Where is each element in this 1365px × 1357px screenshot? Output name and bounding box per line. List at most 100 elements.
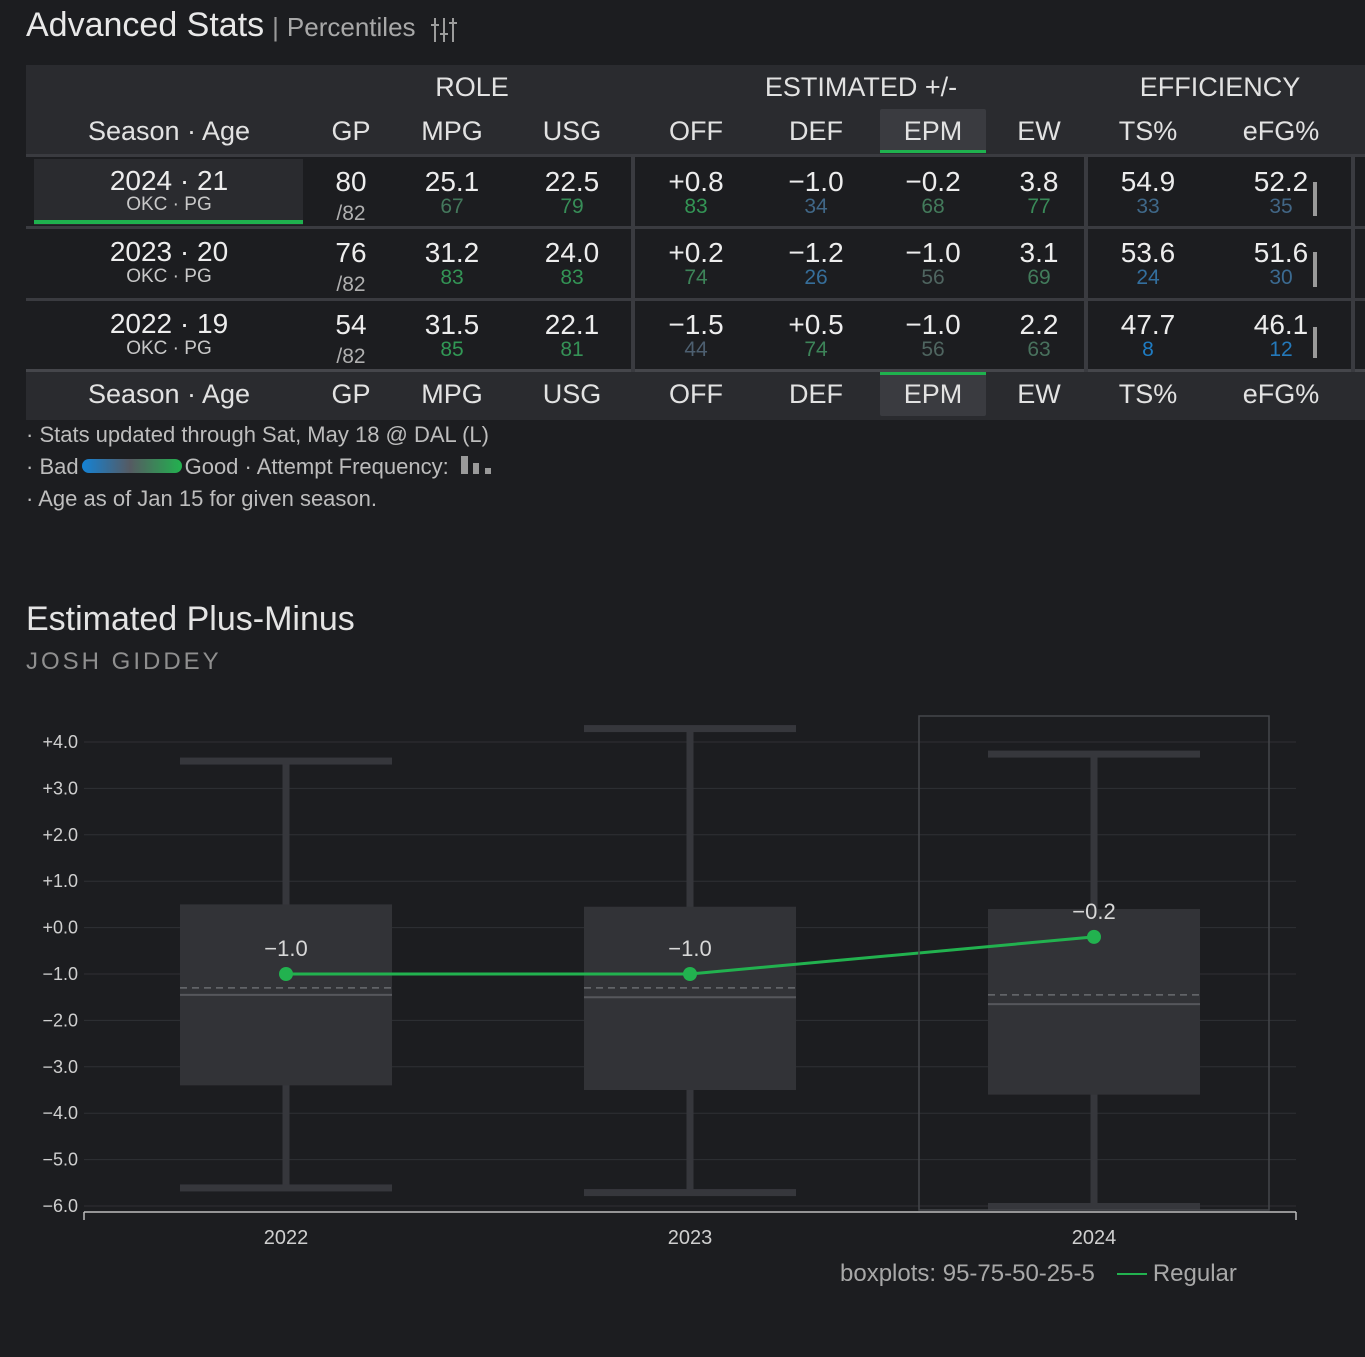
- mpg-value: 25.1: [424, 166, 480, 197]
- off-percentile: 83: [684, 195, 708, 218]
- epm-value: −1.0: [905, 309, 961, 340]
- column-header-off[interactable]: OFF: [669, 116, 723, 146]
- y-tick-label: −1.0: [42, 964, 78, 984]
- footer-divider: [26, 369, 1365, 372]
- boxplot-cap-p95: [180, 757, 392, 765]
- footer-header-def[interactable]: DEF: [789, 379, 843, 409]
- boxplot-cap-p95: [584, 725, 796, 733]
- epm-chart: −1.0 −1.0 −0.2 +4.0 +3.0 +2.0 +1.0 +0.0 −1.0 −2.…: [42, 715, 1297, 1249]
- column-header-season[interactable]: Season · Age: [87, 116, 251, 146]
- y-tick-label: −5.0: [42, 1150, 78, 1170]
- y-tick-label: −6.0: [42, 1196, 78, 1216]
- def-percentile: 26: [804, 266, 828, 289]
- mpg-percentile: 83: [440, 266, 464, 289]
- column-header-mpg[interactable]: MPG: [421, 116, 483, 146]
- legend-series-regular[interactable]: Regular: [1152, 1260, 1237, 1287]
- column-header-ew[interactable]: EW: [1017, 116, 1061, 146]
- x-tick-label: 2022: [264, 1227, 309, 1249]
- usg-value: 22.5: [544, 166, 600, 197]
- footer-header-efg[interactable]: eFG%: [1242, 379, 1320, 409]
- off-value: −1.5: [668, 309, 724, 340]
- efg-percentile: 30: [1269, 266, 1293, 289]
- chart-title: Estimated Plus-Minus: [26, 600, 355, 638]
- footer-header-ts[interactable]: TS%: [1118, 379, 1178, 409]
- team-position: OKC · PG: [126, 338, 212, 359]
- y-tick-label: −4.0: [42, 1103, 78, 1123]
- boxplot-box: [584, 906, 796, 1090]
- group-separator: [1351, 154, 1355, 372]
- off-value: +0.2: [668, 237, 724, 268]
- efg-value: 51.6: [1253, 237, 1309, 268]
- legend-boxplots: boxplots: 95-75-50-25-5: [840, 1260, 1095, 1287]
- off-percentile: 44: [684, 338, 708, 361]
- usg-value: 24.0: [544, 237, 600, 268]
- column-header-epm[interactable]: EPM: [880, 109, 986, 153]
- mpg-value: 31.2: [424, 237, 480, 268]
- data-point[interactable]: [279, 967, 293, 981]
- y-tick-label: −2.0: [42, 1010, 78, 1030]
- column-header-usg[interactable]: USG: [542, 116, 602, 146]
- footer-header-off[interactable]: OFF: [669, 379, 723, 409]
- table-row-2023[interactable]: [26, 229, 1365, 300]
- column-header-efg[interactable]: eFG%: [1242, 116, 1320, 146]
- footer-header-gp[interactable]: GP: [331, 379, 371, 409]
- ew-percentile: 69: [1027, 266, 1051, 289]
- column-header-epm-label: EPM: [903, 116, 963, 146]
- footer-header-usg[interactable]: USG: [542, 379, 602, 409]
- gp-total: /82: [336, 345, 366, 368]
- epm-percentile: 68: [921, 195, 945, 218]
- gp-value: 54: [335, 309, 367, 340]
- def-percentile: 34: [804, 195, 828, 218]
- mpg-percentile: 67: [440, 195, 464, 218]
- efg-percentile: 12: [1269, 338, 1293, 361]
- attempt-frequency-bar: [1313, 182, 1317, 216]
- ts-value: 47.7: [1120, 309, 1176, 340]
- note-age: · Age as of Jan 15 for given season.: [26, 486, 378, 511]
- def-percentile: 74: [804, 338, 828, 361]
- row-divider: [26, 298, 1365, 301]
- gp-value: 76: [335, 237, 367, 268]
- footer-header-season[interactable]: Season · Age: [87, 379, 251, 409]
- table-row-2022[interactable]: [26, 301, 1365, 372]
- usg-percentile: 79: [560, 195, 584, 218]
- ew-value: 3.8: [1019, 166, 1059, 197]
- bad-label: · Bad: [26, 454, 79, 479]
- data-point[interactable]: [1087, 929, 1101, 944]
- percentiles-toggle[interactable]: Percentiles: [286, 12, 416, 42]
- data-label: −1.0: [668, 936, 711, 961]
- ts-percentile: 8: [1142, 338, 1154, 361]
- off-percentile: 74: [684, 266, 708, 289]
- sliders-icon[interactable]: [430, 16, 458, 44]
- attempt-frequency-icon: [460, 456, 491, 475]
- boxplot-cap-p5: [584, 1189, 796, 1197]
- column-header-ts[interactable]: TS%: [1118, 116, 1178, 146]
- ew-value: 2.2: [1019, 309, 1059, 340]
- y-tick-label: +2.0: [42, 825, 78, 845]
- ts-percentile: 33: [1136, 195, 1160, 218]
- ts-percentile: 24: [1136, 266, 1160, 289]
- gp-value: 80: [335, 166, 367, 197]
- def-value: −1.0: [788, 166, 844, 197]
- boxplot-cap-p5: [988, 1203, 1200, 1210]
- boxplot-cap-p95: [988, 750, 1200, 758]
- boxplot-2024[interactable]: [988, 750, 1200, 1210]
- season-age: 2023 · 20: [109, 236, 229, 267]
- usg-value: 22.1: [544, 309, 600, 340]
- column-header-gp[interactable]: GP: [331, 116, 371, 146]
- epm-percentile: 56: [921, 266, 945, 289]
- data-point[interactable]: [683, 967, 697, 981]
- boxplot-2023[interactable]: [584, 725, 796, 1197]
- footer-header-mpg[interactable]: MPG: [421, 379, 483, 409]
- ts-value: 53.6: [1120, 237, 1176, 268]
- good-label: Good · Attempt Frequency:: [184, 454, 449, 479]
- group-header-estimated: ESTIMATED +/-: [764, 72, 958, 102]
- advanced-stats-table: ROLE ESTIMATED +/- EFFICIENCY Season · A…: [26, 65, 1365, 420]
- header-divider: [26, 154, 1365, 157]
- footer-header-ew[interactable]: EW: [1017, 379, 1061, 409]
- column-header-def[interactable]: DEF: [789, 116, 843, 146]
- ts-value: 54.9: [1120, 166, 1176, 197]
- footer-header-epm[interactable]: EPM: [880, 372, 986, 416]
- footer-header-epm-label: EPM: [903, 379, 963, 409]
- epm-value: −1.0: [905, 237, 961, 268]
- ew-percentile: 63: [1027, 338, 1051, 361]
